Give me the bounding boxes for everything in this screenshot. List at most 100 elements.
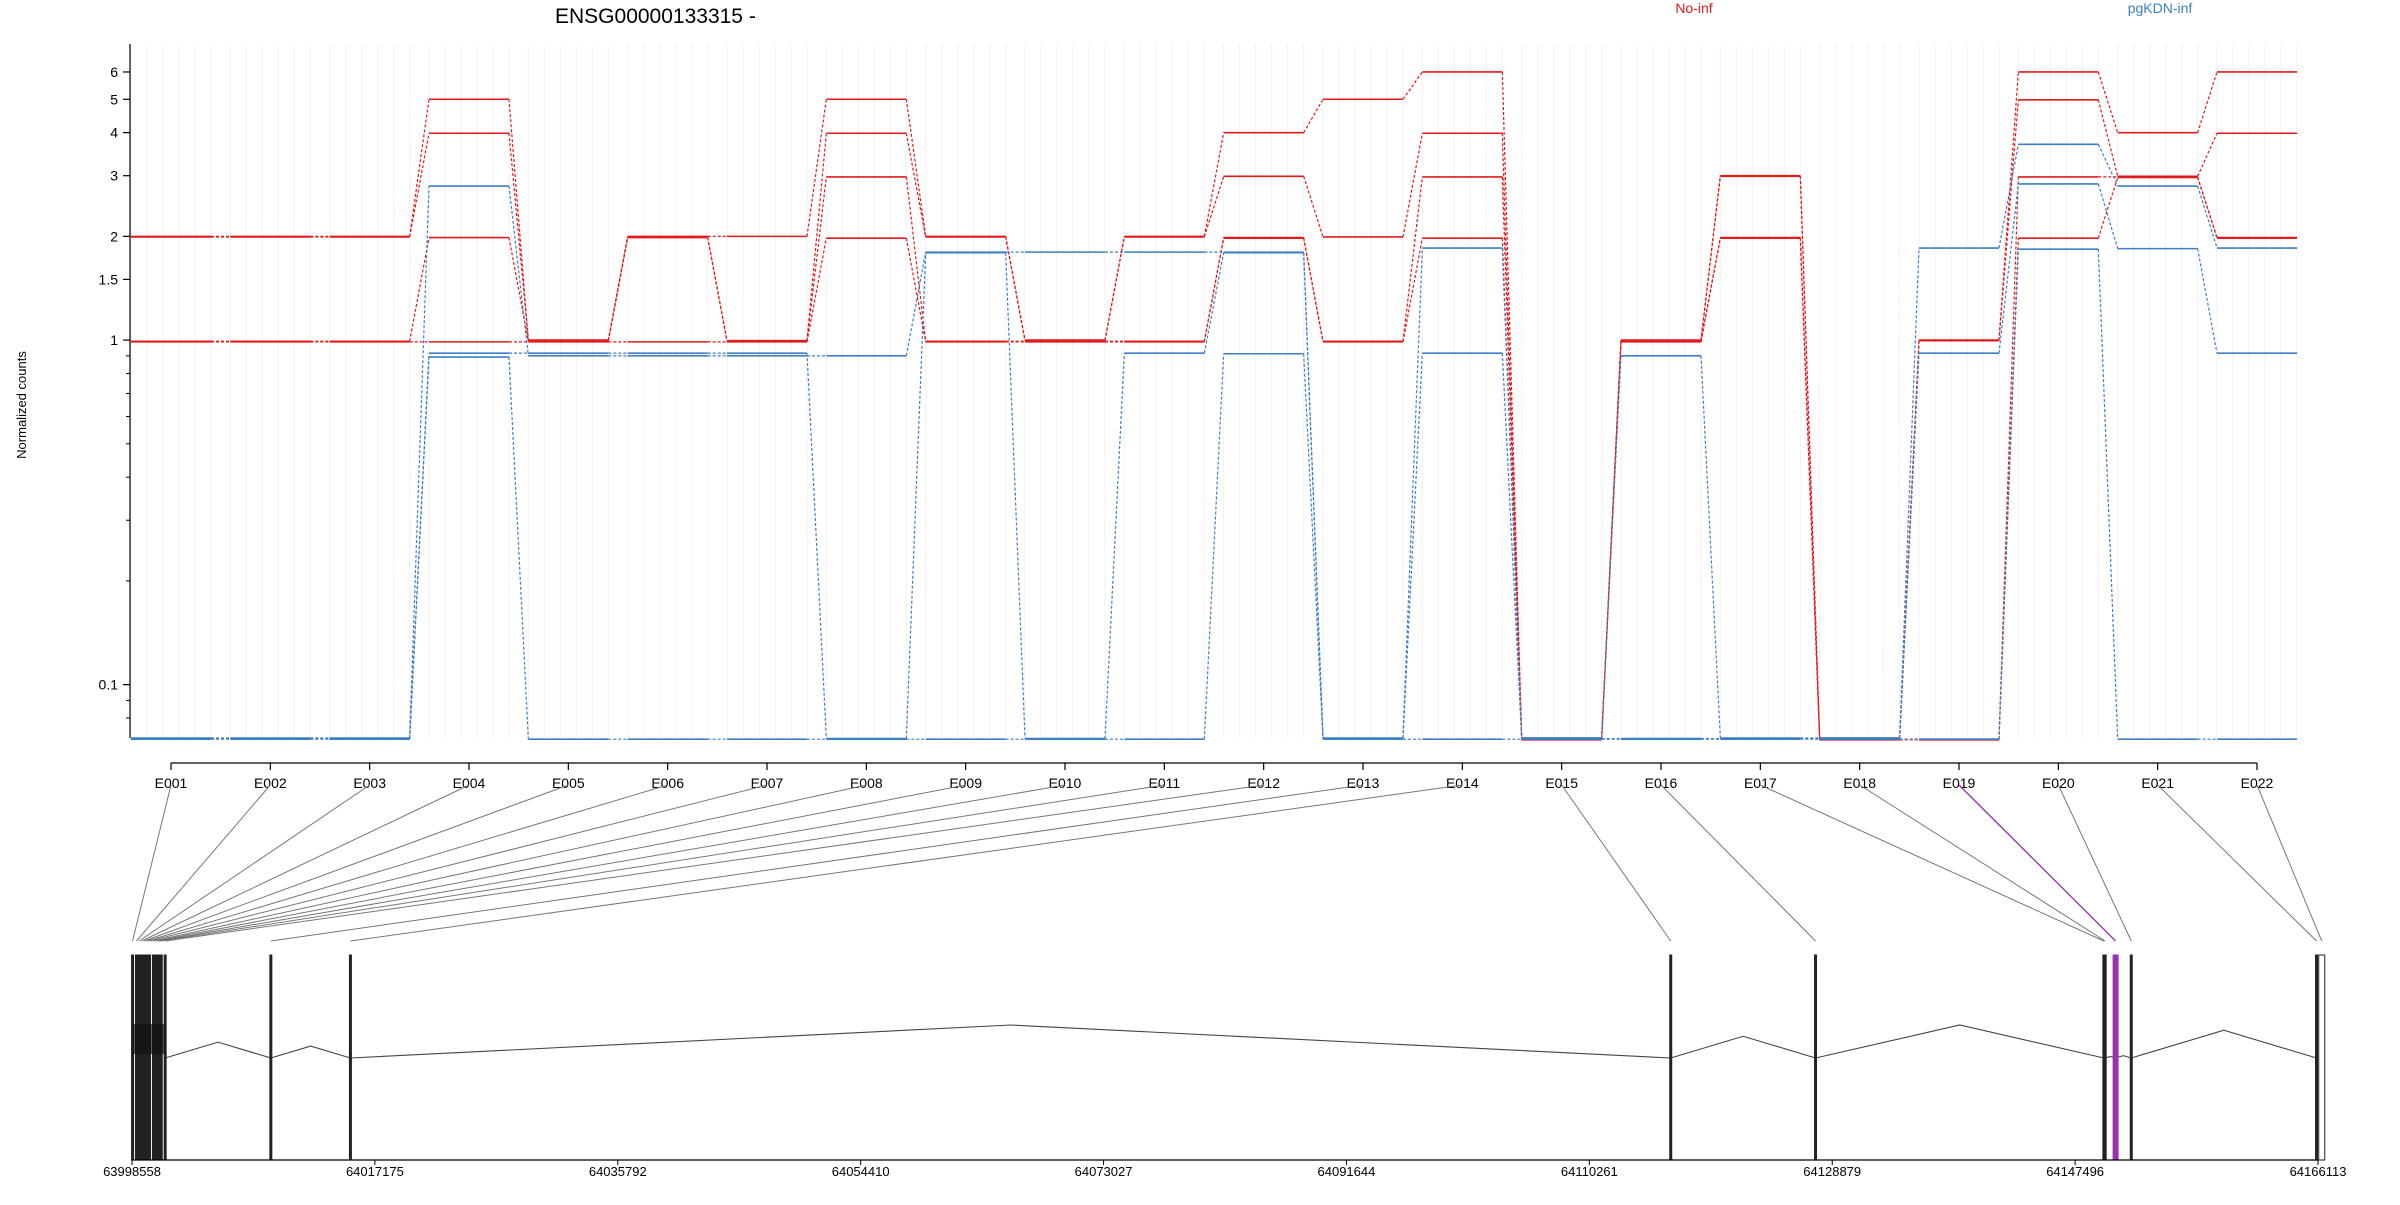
x-tick-label: E017 [1744, 775, 1777, 791]
exon-block [158, 955, 160, 1160]
y-tick-label: 1 [110, 332, 118, 348]
x-tick-label: E016 [1645, 775, 1678, 791]
series-no-inf-1 [131, 100, 2297, 739]
grid-lines [131, 44, 2297, 738]
exon-block [132, 955, 134, 1160]
intron-line [2131, 1030, 2316, 1058]
series-connector [1304, 354, 1323, 739]
series-connector [2098, 72, 2117, 133]
y-tick-label: 3 [110, 168, 118, 184]
exon-connector [1760, 785, 2104, 941]
series-connector [2198, 133, 2217, 176]
genomic-axis: 6399855864017175640357926405441064073027… [103, 1160, 2346, 1179]
x-tick-label: E014 [1446, 775, 1479, 791]
series-connector [1800, 238, 1819, 740]
x-tick-label: E004 [453, 775, 486, 791]
x-tick-label: E022 [2241, 775, 2274, 791]
x-tick-label: E018 [1843, 775, 1876, 791]
series-connector [1105, 353, 1124, 738]
series-connector [1304, 253, 1323, 739]
x-tick-label: E021 [2141, 775, 2174, 791]
x-tick-label: E002 [254, 775, 287, 791]
series-connector [1204, 133, 1223, 237]
series-connector [2198, 249, 2217, 354]
series-no-inf-2 [131, 177, 2297, 739]
series-connector [2098, 177, 2117, 238]
intron-line [1816, 1025, 2104, 1058]
exon-connector [165, 785, 1264, 941]
exon-block [2104, 955, 2106, 1160]
intron-line [165, 1042, 271, 1058]
genomic-tick-label: 64147496 [2046, 1164, 2104, 1179]
series-connector [410, 186, 429, 738]
exon-block [135, 955, 137, 1160]
series-connector [1502, 353, 1521, 738]
series-connector [906, 252, 925, 356]
series-connector [1403, 248, 1422, 738]
exon-block [138, 955, 140, 1160]
y-tick-label: 1.5 [99, 271, 119, 287]
x-tick-label: E012 [1247, 775, 1280, 791]
exon-block [146, 955, 148, 1160]
series-connector [410, 357, 429, 739]
exon-block [2113, 955, 2118, 1160]
series-connector [807, 99, 826, 236]
series-no-inf-3 [131, 177, 2297, 739]
exon-connector [156, 785, 966, 941]
exon-connector [147, 785, 668, 941]
exon-block [155, 955, 157, 1160]
gene-model [132, 955, 2325, 1160]
series-connector [807, 177, 826, 341]
genomic-tick-label: 64128879 [1803, 1164, 1861, 1179]
series-connector [2198, 186, 2217, 248]
exon-block [149, 955, 151, 1160]
x-tick-label: E007 [751, 775, 784, 791]
series-connector [1403, 72, 1422, 99]
series-connector [1999, 177, 2018, 739]
y-tick-label: 2 [110, 228, 118, 244]
x-tick-label: E009 [949, 775, 982, 791]
exon-connector [150, 785, 767, 941]
exon-connector [161, 785, 1164, 941]
exon-connector [136, 785, 270, 941]
x-tick-label: E010 [1049, 775, 1082, 791]
genomic-tick-label: 64073027 [1075, 1164, 1133, 1179]
series-pgkdn-inf-5 [131, 184, 2297, 739]
genomic-tick-label: 64110261 [1561, 1164, 1618, 1179]
series-connector [807, 238, 826, 342]
series-connector [410, 133, 429, 237]
exon-connector [1661, 785, 1816, 941]
series-no-inf-0 [131, 72, 2297, 738]
series-connector [509, 186, 528, 356]
series-connector [1701, 176, 1720, 340]
series-connector [1900, 248, 1919, 738]
series-connector [906, 99, 925, 236]
intron-line [350, 1025, 1670, 1058]
series-connector [2098, 184, 2117, 249]
y-tick-label: 0.1 [99, 677, 119, 693]
exon-block [349, 955, 351, 1160]
series-connector [1204, 238, 1223, 342]
exon-cluster-fill [133, 1024, 166, 1054]
exon-connector [271, 785, 1363, 941]
series-pgkdn-inf-6 [131, 249, 2297, 739]
exon-block [1815, 955, 1817, 1160]
exon-block [141, 955, 143, 1160]
series-connector [2198, 72, 2217, 133]
series-connector [1204, 253, 1223, 353]
legend-entry: No-inf [1675, 0, 1712, 16]
series-lines [131, 72, 2297, 740]
exon-connector [142, 785, 469, 941]
genomic-tick-label: 63998558 [103, 1164, 161, 1179]
x-tick-label: E008 [850, 775, 883, 791]
intron-line [271, 1046, 351, 1058]
series-connector [509, 357, 528, 739]
x-tick-label: E005 [552, 775, 585, 791]
series-connector [906, 133, 925, 237]
exon-connector [159, 785, 1065, 941]
exon-connector [2257, 785, 2322, 941]
exon-connectors [133, 785, 2322, 941]
y-axis-label: Normalized counts [14, 351, 29, 459]
